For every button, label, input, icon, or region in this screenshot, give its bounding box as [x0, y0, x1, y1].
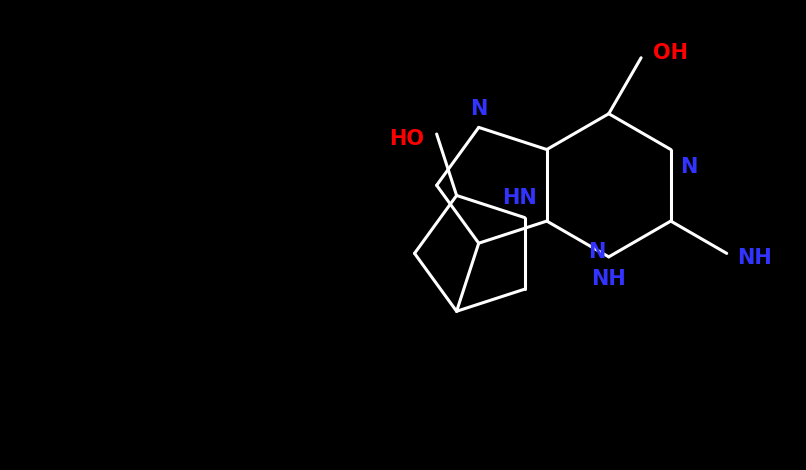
Text: HO: HO — [389, 129, 424, 149]
Text: N: N — [680, 157, 697, 177]
Text: N: N — [588, 242, 605, 262]
Text: NH: NH — [592, 269, 626, 289]
Text: NH: NH — [737, 248, 772, 268]
Text: OH: OH — [654, 43, 688, 63]
Text: N: N — [470, 100, 488, 119]
Text: HN: HN — [502, 188, 537, 208]
